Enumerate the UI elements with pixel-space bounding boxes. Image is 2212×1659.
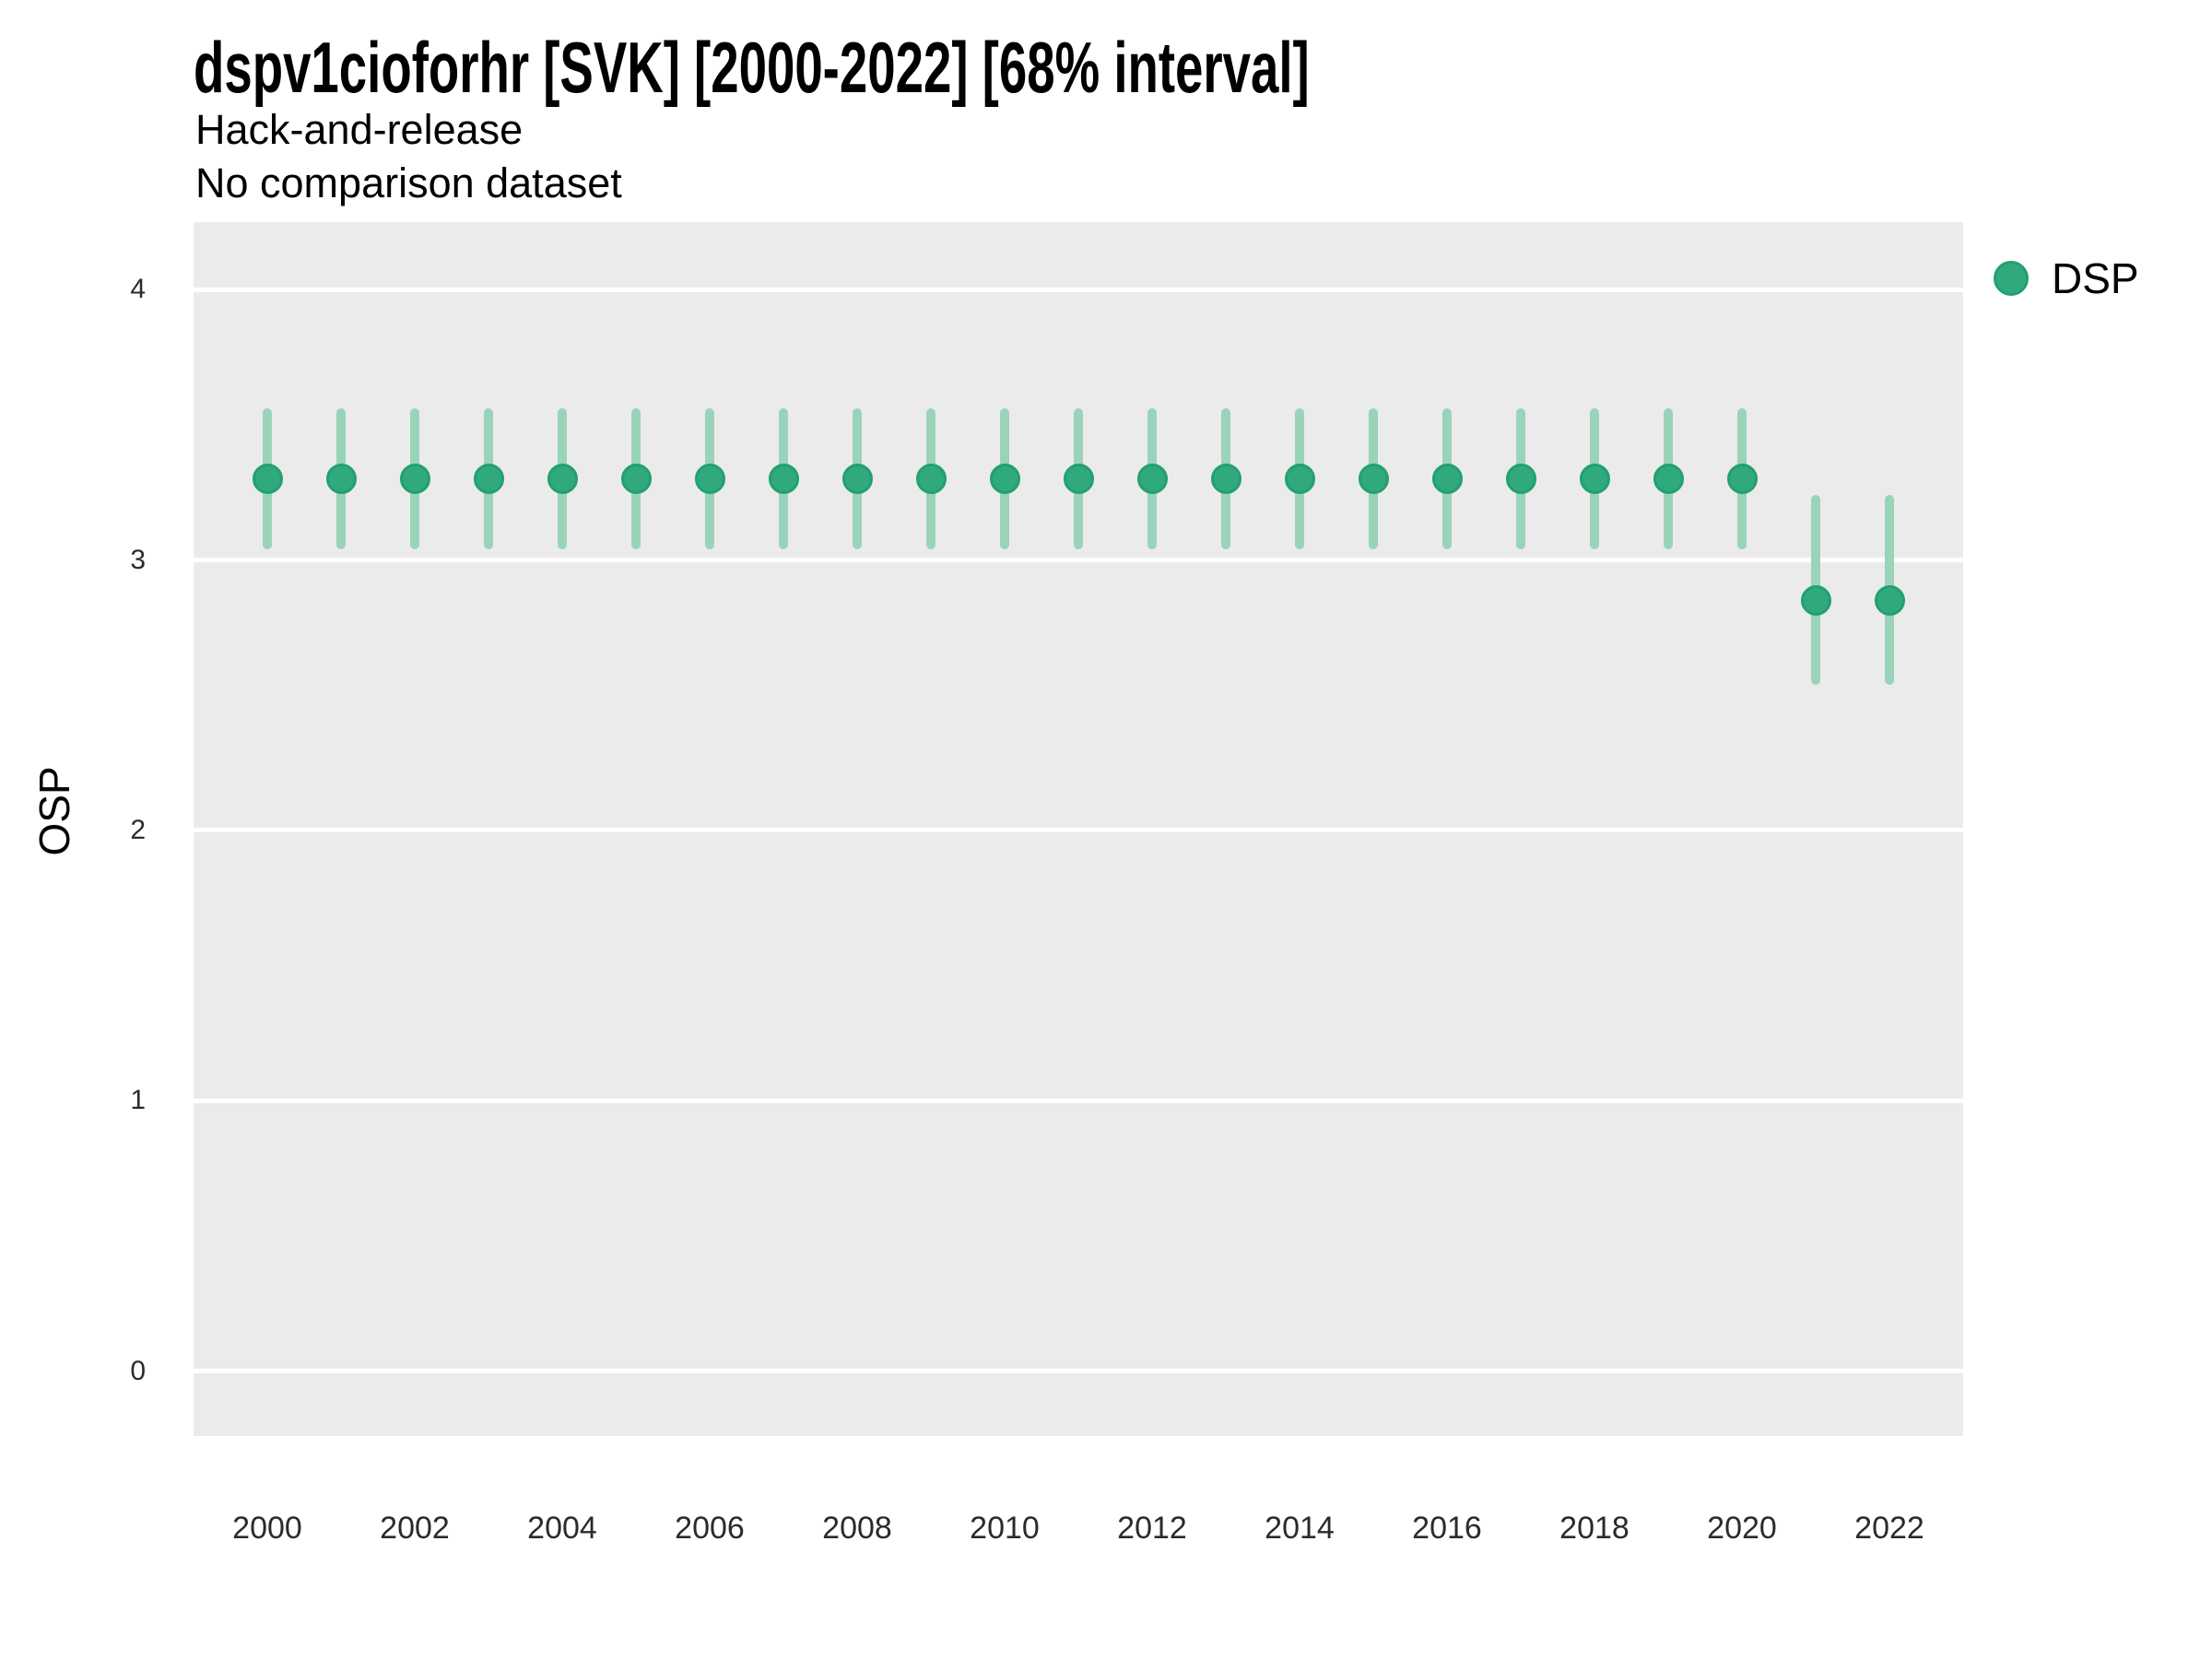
data-point bbox=[252, 464, 283, 495]
data-point bbox=[768, 464, 799, 495]
data-point bbox=[1431, 464, 1463, 495]
data-point bbox=[399, 464, 430, 495]
data-point bbox=[915, 464, 947, 495]
data-point bbox=[1653, 464, 1684, 495]
data-point bbox=[1358, 464, 1389, 495]
data-point bbox=[325, 464, 357, 495]
data-point bbox=[841, 464, 873, 495]
y-tick-label: 2 bbox=[130, 814, 146, 845]
y-tick-label: 4 bbox=[130, 274, 146, 305]
data-point bbox=[694, 464, 725, 495]
gridline-y-1 bbox=[194, 1098, 1963, 1103]
x-tick-label: 2004 bbox=[527, 1511, 597, 1546]
chart-subtitle: Hack-and-release bbox=[195, 106, 524, 153]
chart-title: dspv1cioforhr [SVK] [2000-2022] [68% int… bbox=[194, 27, 1310, 108]
data-point bbox=[1800, 585, 1831, 617]
gridline-y-0 bbox=[194, 1369, 1963, 1374]
data-point bbox=[1579, 464, 1610, 495]
y-axis-title: OSP bbox=[30, 766, 78, 856]
y-tick-label: 3 bbox=[130, 544, 146, 575]
x-tick-label: 2006 bbox=[675, 1511, 745, 1546]
data-point bbox=[1874, 585, 1905, 617]
x-tick-label: 2012 bbox=[1117, 1511, 1187, 1546]
legend-point-swatch bbox=[1994, 261, 2029, 296]
x-tick-label: 2010 bbox=[970, 1511, 1040, 1546]
data-point bbox=[473, 464, 504, 495]
x-tick-label: 2008 bbox=[822, 1511, 892, 1546]
x-tick-label: 2016 bbox=[1412, 1511, 1482, 1546]
data-point bbox=[1505, 464, 1536, 495]
x-tick-label: 2014 bbox=[1265, 1511, 1335, 1546]
legend-series-label: DSP bbox=[2052, 254, 2139, 302]
gridline-y-2 bbox=[194, 828, 1963, 833]
x-tick-label: 2002 bbox=[380, 1511, 450, 1546]
data-point bbox=[1210, 464, 1241, 495]
plot-panel bbox=[194, 222, 1963, 1436]
data-point bbox=[1284, 464, 1315, 495]
x-tick-label: 2018 bbox=[1559, 1511, 1630, 1546]
data-point bbox=[989, 464, 1020, 495]
data-point bbox=[1136, 464, 1168, 495]
gridline-y-4 bbox=[194, 287, 1963, 292]
data-point bbox=[1063, 464, 1094, 495]
x-tick-label: 2022 bbox=[1854, 1511, 1924, 1546]
data-point bbox=[1726, 464, 1758, 495]
x-tick-label: 2000 bbox=[232, 1511, 302, 1546]
chart-subtitle-secondary: No comparison dataset bbox=[195, 159, 622, 206]
data-point bbox=[547, 464, 578, 495]
y-tick-label: 1 bbox=[130, 1085, 146, 1116]
gridline-y-3 bbox=[194, 558, 1963, 563]
data-point bbox=[620, 464, 652, 495]
y-tick-label: 0 bbox=[130, 1355, 146, 1386]
x-tick-label: 2020 bbox=[1707, 1511, 1777, 1546]
